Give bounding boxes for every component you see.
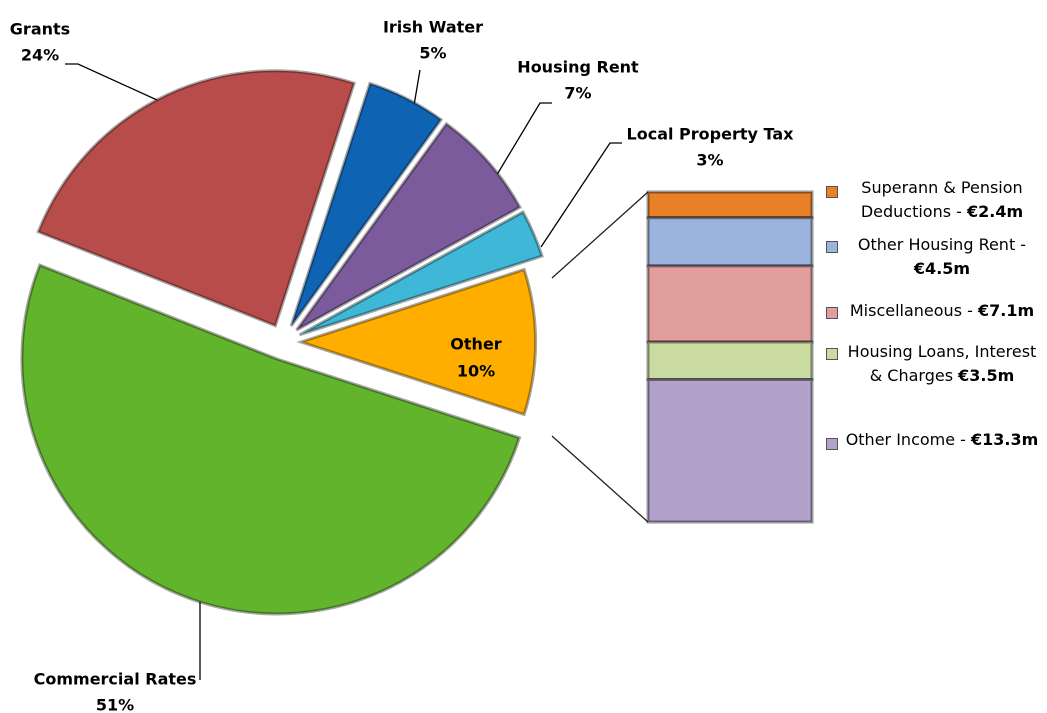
legend-swatch — [826, 348, 838, 360]
leader-lines — [65, 63, 649, 680]
legend-entry: Housing Loans, Interest & Charges €3.5m — [842, 340, 1042, 388]
slice-label: Other — [450, 335, 501, 354]
legend-label: Miscellaneous - — [849, 301, 973, 320]
slice-value: 5% — [419, 44, 446, 63]
legend-value: €3.5m — [958, 366, 1015, 385]
bar-segment — [646, 378, 814, 524]
connector — [551, 191, 649, 279]
bar-segment — [646, 190, 814, 220]
bar-segment — [646, 340, 814, 381]
connector — [551, 435, 649, 523]
slice-label: Commercial Rates — [34, 670, 197, 689]
pie-slice — [36, 69, 357, 328]
legend-swatch — [826, 241, 838, 253]
pie-slice — [298, 209, 544, 337]
legend-value: €7.1m — [977, 301, 1035, 320]
legend-label: Other Housing Rent - — [857, 235, 1027, 254]
legend-value: €2.4m — [967, 202, 1024, 221]
slice-label: Local Property Tax — [627, 125, 795, 144]
slice-value: 7% — [564, 84, 591, 103]
legend-entry: Superann & Pension Deductions - €2.4m — [842, 176, 1042, 224]
legend-label: Other Income - — [845, 430, 966, 449]
legend-value: €4.5m — [913, 259, 971, 278]
bar-segment — [646, 216, 814, 268]
slice-value: 51% — [96, 696, 134, 713]
legend-value: €13.3m — [971, 430, 1039, 449]
leader-line — [494, 102, 552, 179]
legend-label: Housing Loans, Interest & Charges — [847, 342, 1037, 385]
slice-value: 10% — [457, 362, 495, 381]
legend-label: Superann & Pension Deductions - — [860, 178, 1023, 221]
slice-label: Irish Water — [383, 18, 483, 37]
bar-segment — [646, 264, 814, 344]
slice-label: Housing Rent — [517, 58, 639, 77]
slice-label: Grants — [10, 20, 70, 39]
pie-slice — [296, 267, 538, 417]
leader-line — [540, 142, 622, 248]
slice-value: 24% — [21, 46, 59, 65]
pie-slice — [20, 263, 522, 616]
pie-slice — [289, 81, 444, 327]
pie-slice — [295, 121, 522, 332]
leader-line — [65, 63, 169, 106]
legend-entry: Miscellaneous - €7.1m — [842, 299, 1042, 323]
legend-entry: Other Income - €13.3m — [842, 428, 1042, 452]
slice-value: 3% — [696, 151, 723, 170]
legend-swatch — [826, 307, 838, 319]
legend-swatch — [826, 438, 838, 450]
legend-entry: Other Housing Rent - €4.5m — [842, 233, 1042, 281]
legend-swatch — [826, 186, 838, 198]
